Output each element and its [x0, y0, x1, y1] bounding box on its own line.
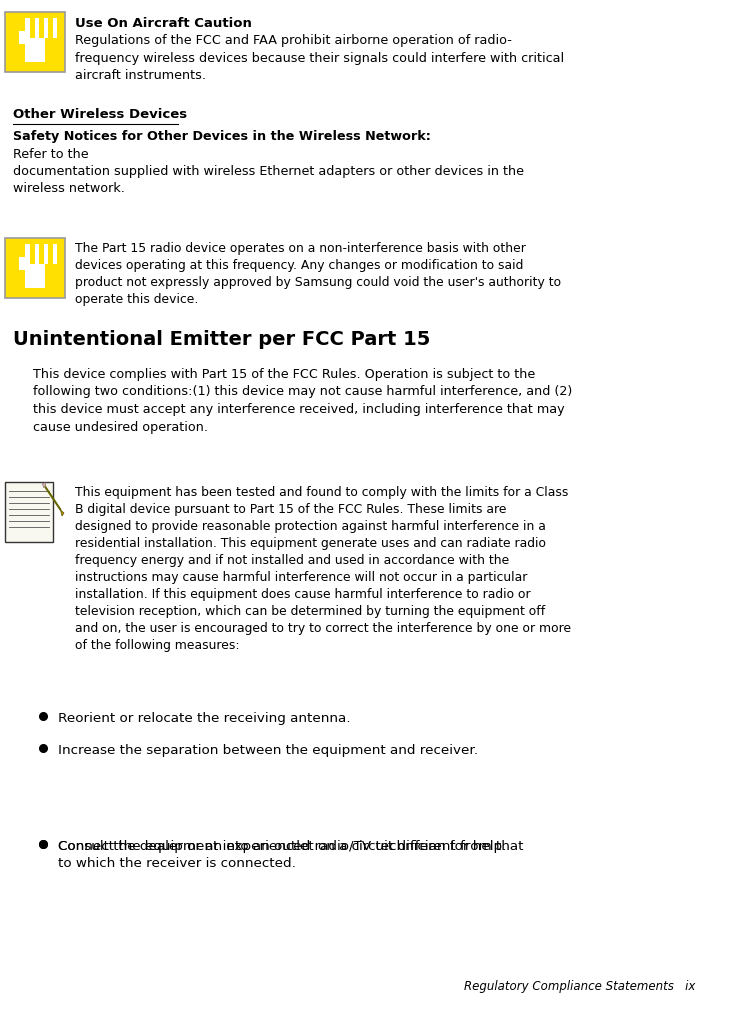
- Text: Regulations of the FCC and FAA prohibit airborne operation of radio-
frequency w: Regulations of the FCC and FAA prohibit …: [75, 33, 564, 82]
- Text: Unintentional Emitter per FCC Part 15: Unintentional Emitter per FCC Part 15: [13, 330, 431, 349]
- Polygon shape: [20, 257, 25, 270]
- Polygon shape: [34, 245, 39, 264]
- Text: Consult the dealer or an experienced radio/TV technician for help.: Consult the dealer or an experienced rad…: [58, 840, 507, 853]
- Text: Reorient or relocate the receiving antenna.: Reorient or relocate the receiving anten…: [58, 712, 350, 725]
- Text: The Part 15 radio device operates on a non-interference basis with other
devices: The Part 15 radio device operates on a n…: [75, 242, 561, 306]
- Text: Refer to the
documentation supplied with wireless Ethernet adapters or other dev: Refer to the documentation supplied with…: [13, 147, 524, 196]
- Text: Use On Aircraft Caution: Use On Aircraft Caution: [75, 17, 252, 30]
- Polygon shape: [53, 18, 57, 39]
- FancyBboxPatch shape: [5, 238, 65, 298]
- Polygon shape: [44, 245, 48, 264]
- FancyBboxPatch shape: [5, 482, 53, 542]
- Text: Safety Notices for Other Devices in the Wireless Network:: Safety Notices for Other Devices in the …: [13, 130, 431, 143]
- Text: This equipment has been tested and found to comply with the limits for a Class
B: This equipment has been tested and found…: [75, 486, 571, 652]
- FancyBboxPatch shape: [5, 12, 65, 72]
- Polygon shape: [34, 18, 39, 39]
- Text: Increase the separation between the equipment and receiver.: Increase the separation between the equi…: [58, 744, 478, 757]
- Polygon shape: [61, 510, 64, 516]
- Text: This device complies with Part 15 of the FCC Rules. Operation is subject to the
: This device complies with Part 15 of the…: [33, 368, 572, 433]
- Text: Connect the equipment into an outlet on a circuit different from that
to which t: Connect the equipment into an outlet on …: [58, 840, 523, 870]
- Text: Regulatory Compliance Statements   ix: Regulatory Compliance Statements ix: [464, 980, 695, 993]
- Polygon shape: [42, 482, 46, 487]
- Polygon shape: [25, 39, 45, 62]
- Polygon shape: [26, 18, 30, 39]
- Polygon shape: [53, 245, 57, 264]
- Polygon shape: [26, 245, 30, 264]
- Polygon shape: [44, 18, 48, 39]
- Polygon shape: [25, 264, 45, 288]
- Text: Other Wireless Devices: Other Wireless Devices: [13, 108, 187, 121]
- Polygon shape: [20, 31, 25, 44]
